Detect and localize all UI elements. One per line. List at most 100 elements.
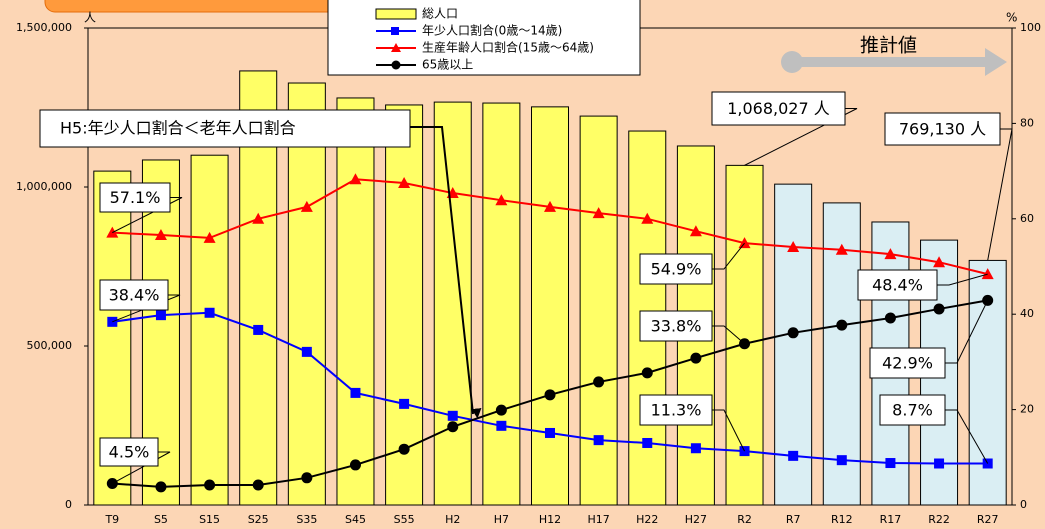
marker [300,200,313,212]
y-axis-unit: 人 [84,11,96,25]
marker [496,420,507,431]
x-tick-label: H7 [494,513,509,526]
legend-marker [391,27,399,35]
x-tick-label: H12 [539,513,561,526]
bar [482,102,521,506]
label-box [857,269,938,301]
marker [495,194,508,206]
value-label: 1,068,027 人 [727,99,830,118]
marker [495,404,507,416]
legend-marker [391,43,401,52]
y-tick-label: 0 [65,498,72,511]
marker [788,450,799,461]
bar [531,106,569,506]
x-tick-label: R7 [786,513,801,526]
bar [141,159,180,506]
marker [155,481,167,493]
marker [836,455,847,466]
marker [885,458,896,469]
marker [835,243,848,255]
marker [544,389,556,401]
marker [252,479,264,491]
value-label: 57.1% [110,188,161,207]
marker [933,303,945,315]
bar [433,101,472,506]
leader-line [937,273,988,286]
legend-label: 総人口 [422,7,458,21]
y2-tick-label: 100 [1020,21,1041,34]
leader-line [945,409,989,464]
marker [204,479,216,491]
legend-box [327,0,641,76]
label-box [99,437,159,467]
y2-tick-label: 20 [1020,403,1034,416]
leader-line [112,451,171,484]
marker [253,324,264,335]
marker [884,248,897,260]
x-tick-label: T9 [104,513,119,526]
estimate-dot [781,51,803,73]
marker [398,443,410,455]
marker [350,387,361,398]
bar [287,82,326,506]
value-label: 48.4% [872,276,923,295]
x-tick-label: R27 [977,513,999,526]
marker [252,212,265,224]
label-box [99,279,169,311]
legend-label: 年少人口割合(0歳～14歳) [422,23,562,38]
x-tick-label: H27 [685,513,707,526]
y-tick-label: 1,500,000 [16,21,72,34]
marker [641,367,653,379]
legend-swatch [375,8,417,20]
annotation-box [39,109,411,148]
leader-line [712,409,745,452]
marker [593,376,605,388]
annotation: 推計値 [860,35,917,57]
leader-line [112,197,183,234]
marker [301,472,313,484]
marker [787,327,799,339]
y2-tick-label: 60 [1020,212,1034,225]
marker [690,443,701,454]
legend-label: 生産年齢人口割合(15歳～64歳) [422,40,594,55]
y-tick-label: 1,000,000 [16,180,72,193]
marker [301,346,312,357]
h5-arrow [410,126,482,419]
label-box [711,91,846,126]
marker [787,240,800,252]
marker [689,225,702,237]
leader-line [744,108,858,166]
x-tick-label: R22 [928,513,950,526]
leader-line [987,128,1013,261]
marker [933,256,946,268]
label-box [639,394,713,426]
x-tick-label: S45 [345,513,366,526]
estimate-arrow [790,48,1007,76]
x-tick-label: R12 [831,513,853,526]
bar [190,154,229,506]
marker [884,312,896,324]
value-label: 11.3% [651,401,702,420]
marker [398,177,411,189]
value-label: 8.7% [892,401,933,420]
value-label: 38.4% [109,286,160,305]
marker [981,268,994,280]
marker [349,459,361,471]
value-label: 42.9% [882,354,933,373]
marker [155,310,166,321]
y2-axis-unit: % [1006,11,1017,25]
x-tick-label: S25 [248,513,269,526]
marker [934,458,945,469]
marker [154,229,167,241]
marker [349,173,362,185]
marker [592,207,605,219]
label-box [639,310,713,342]
y2-tick-label: 40 [1020,307,1034,320]
marker [204,307,215,318]
value-label: 54.9% [651,260,702,279]
value-label: 4.5% [109,443,150,462]
marker [690,352,702,364]
bar [336,97,375,506]
label-box [869,347,946,379]
x-tick-label: S15 [199,513,220,526]
